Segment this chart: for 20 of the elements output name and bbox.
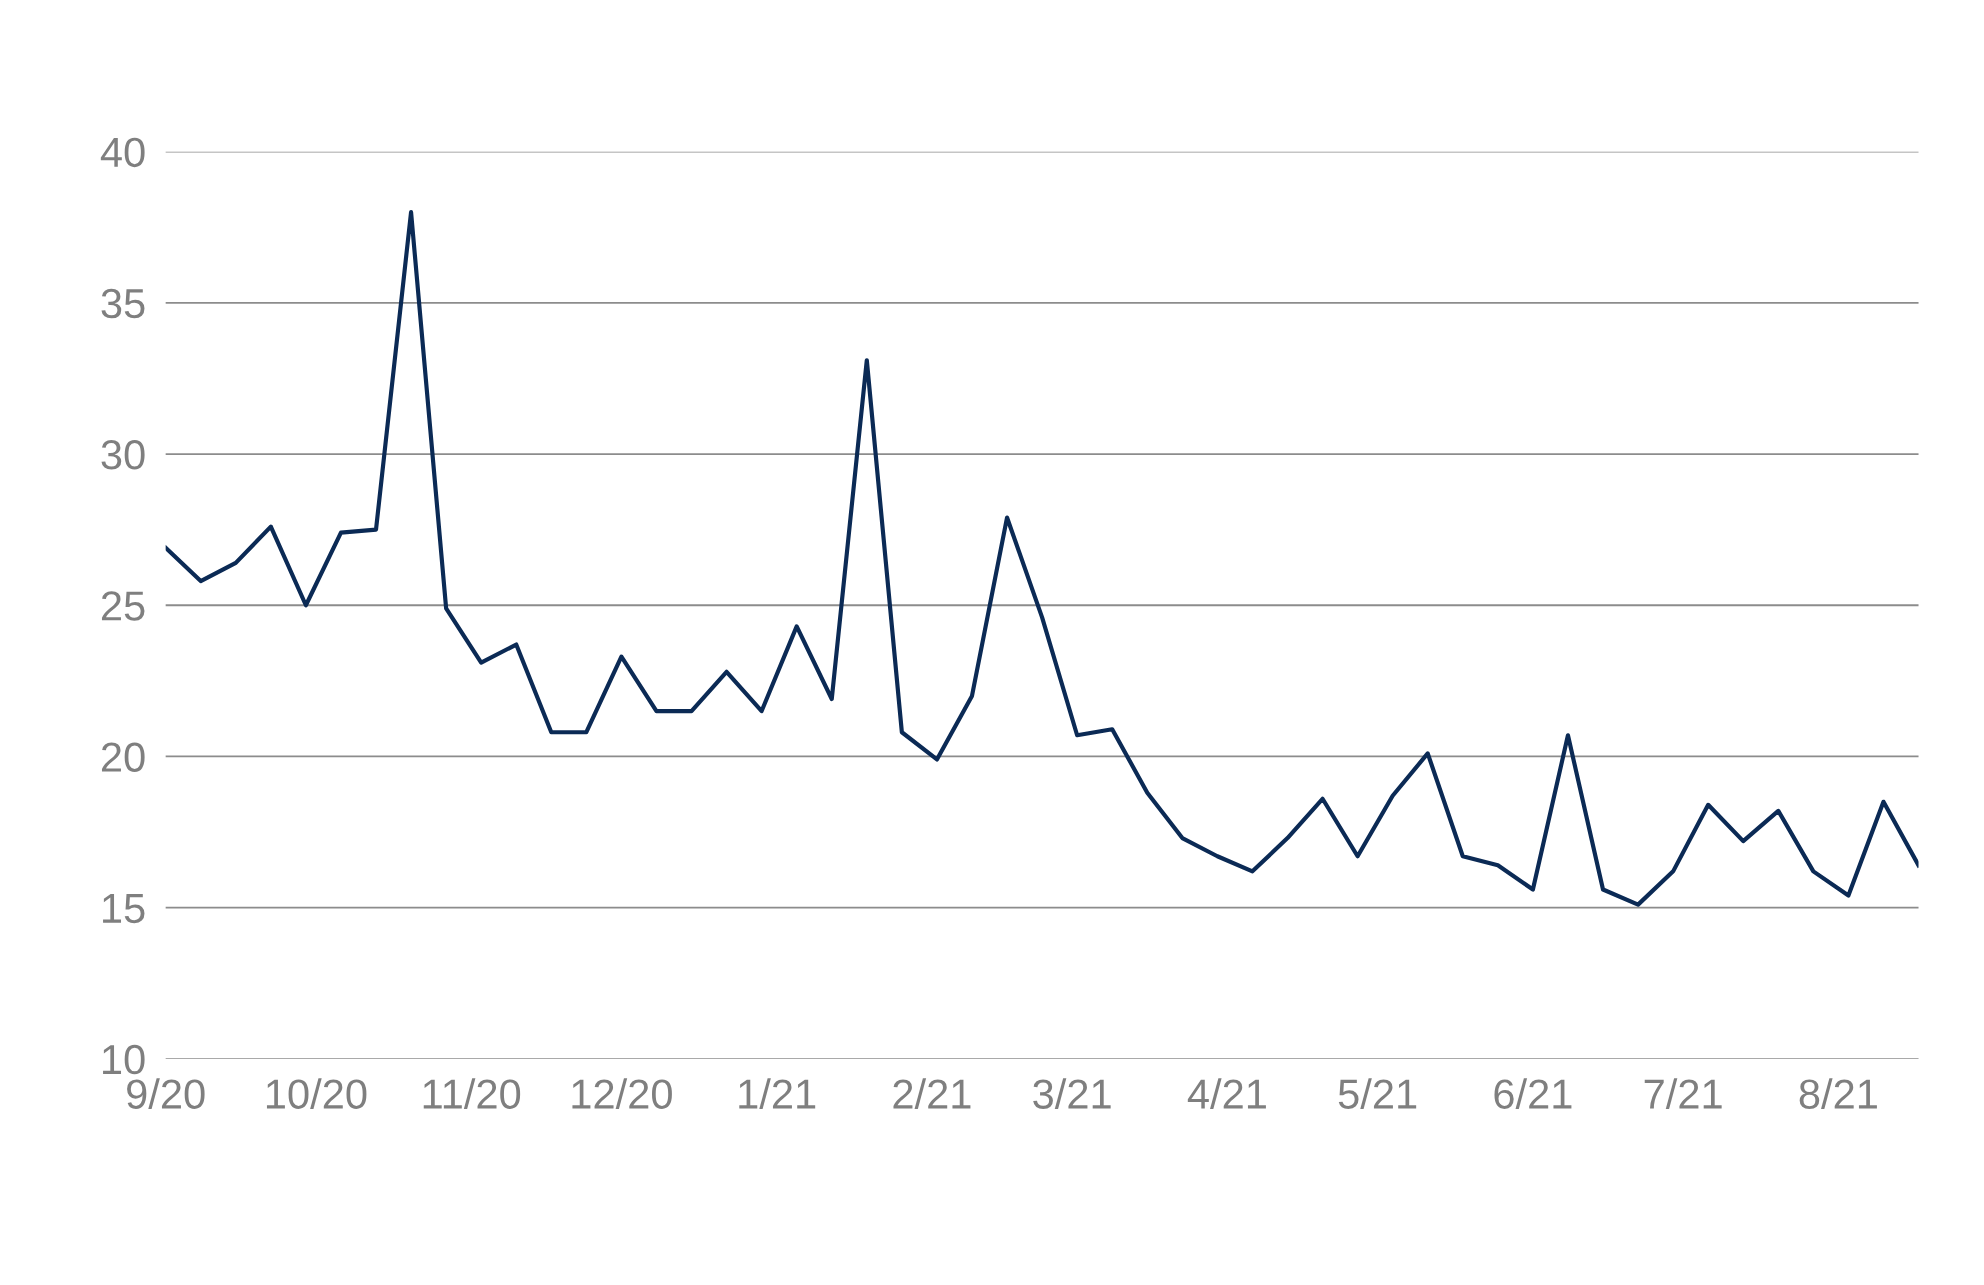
x-tick-label: 10/20: [266, 1078, 367, 1109]
x-tick-label: 9/20: [127, 1078, 205, 1109]
x-tick-label: 12/20: [572, 1078, 672, 1109]
x-tick-label: 1/21: [739, 1078, 816, 1109]
x-tick-label: 4/21: [1187, 1078, 1266, 1109]
x-tick-label: 6/21: [1494, 1078, 1572, 1109]
y-tick-label: 40: [100, 137, 145, 168]
y-tick-label: 35: [101, 288, 145, 319]
x-tick-label: 2/21: [893, 1078, 971, 1109]
x-tick-label: 11/20: [423, 1078, 521, 1109]
x-tick-label: 7/21: [1644, 1078, 1722, 1109]
y-tick-label: 25: [101, 591, 145, 621]
y-tick-label: 10: [103, 1044, 145, 1075]
y-tick-label: 20: [101, 742, 145, 772]
y-tick-label: 15: [103, 894, 145, 924]
x-tick-label: 3/21: [1033, 1078, 1111, 1109]
x-tick-label: 5/21: [1338, 1078, 1417, 1109]
y-tick-label: 30: [101, 440, 145, 470]
x-tick-label: 8/21: [1799, 1078, 1877, 1109]
line-series: [165, 210, 1919, 907]
